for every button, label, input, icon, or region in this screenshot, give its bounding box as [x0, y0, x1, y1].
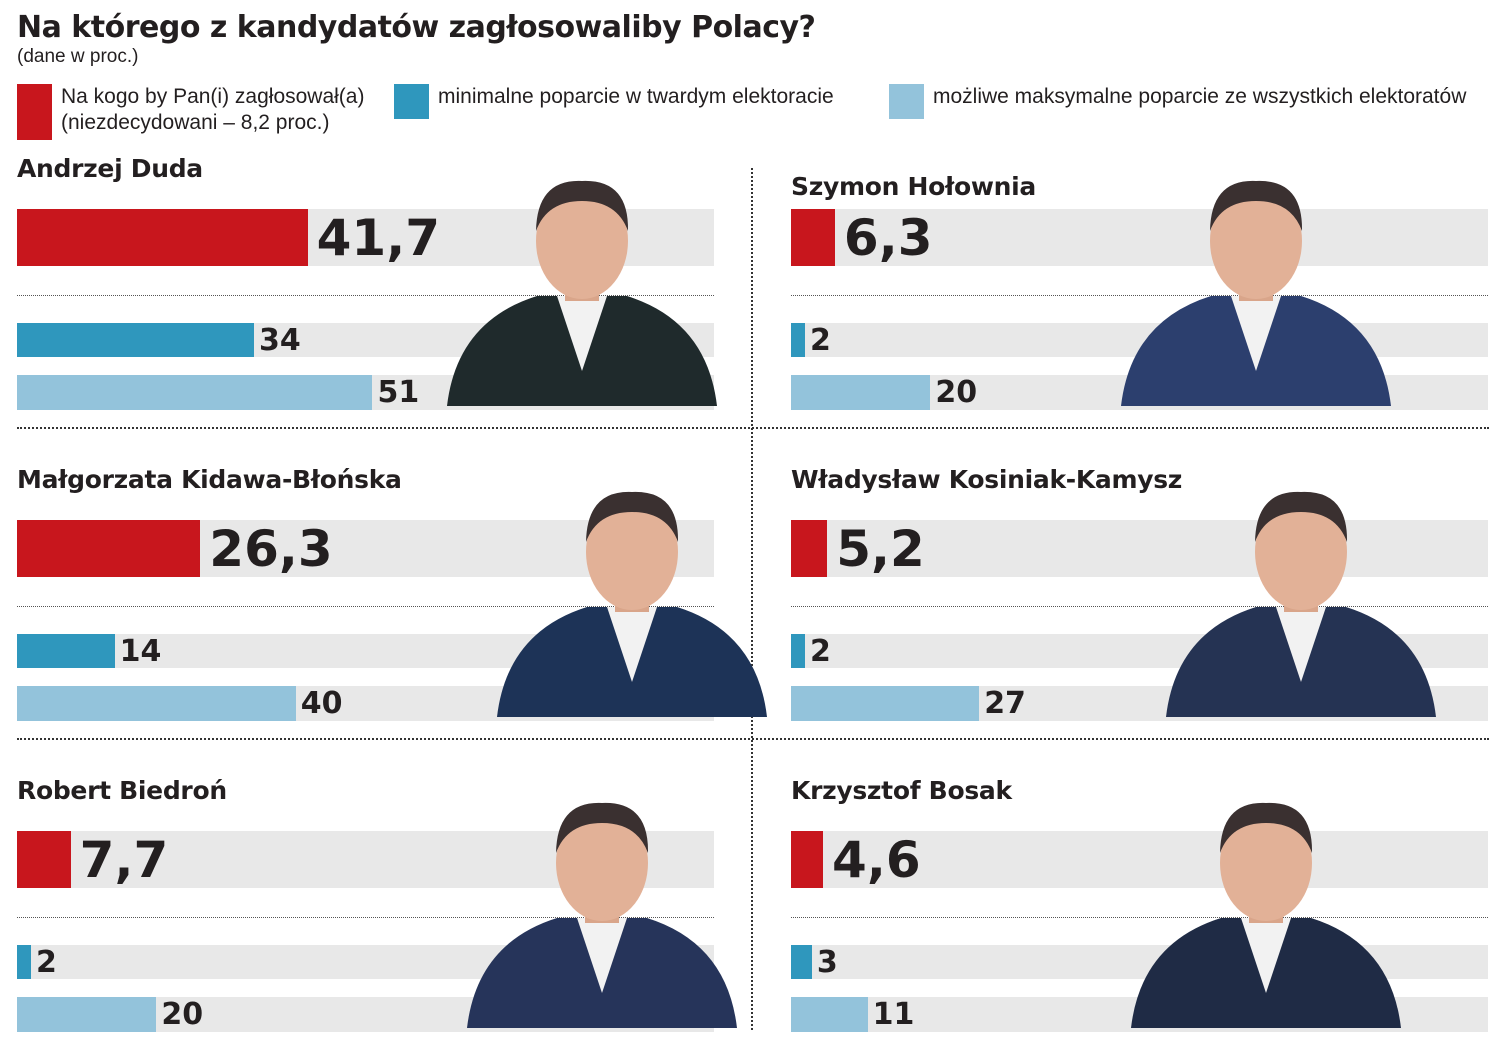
legend-label: Na kogo by Pan(i) zagłosował(a) [61, 85, 365, 108]
vote-track: 4,6 [791, 830, 1488, 889]
legend-item-min: minimalne poparcie w twardym elektoracie [394, 84, 834, 119]
min-support-bar [17, 634, 115, 668]
vote-bar [791, 520, 828, 577]
legend-label: minimalne poparcie w twardym elektoracie [438, 85, 834, 108]
min-support-value-label: 34 [258, 322, 301, 358]
min-support-bar [791, 945, 812, 979]
min-support-value-label: 2 [809, 322, 831, 358]
candidate-name: Władysław Kosiniak-Kamysz [791, 465, 1183, 494]
candidate-photo [487, 482, 777, 721]
max-support-bar [17, 997, 157, 1032]
candidate-panel: Robert Biedroń 7,7 2 20 [17, 772, 737, 1034]
bar-divider [791, 917, 1488, 918]
legend-item-vote: Na kogo by Pan(i) zagłosował(a) (niezdec… [17, 84, 364, 140]
bar-divider [791, 606, 1488, 607]
min-support-value-label: 14 [119, 633, 162, 669]
candidate-panel: Krzysztof Bosak 4,6 3 11 [791, 772, 1488, 1034]
vote-track: 5,2 [791, 519, 1488, 578]
candidate-panel: Władysław Kosiniak-Kamysz 5,2 2 27 [791, 461, 1488, 723]
max-support-bar [791, 686, 980, 721]
min-support-value-label: 2 [809, 633, 831, 669]
candidate-name: Robert Biedroń [17, 776, 227, 805]
max-support-value-label: 51 [377, 375, 420, 410]
min-support-bar [17, 323, 254, 357]
max-support-bar [791, 997, 868, 1032]
vote-value-label: 5,2 [836, 519, 925, 578]
candidate-name: Szymon Hołownia [791, 172, 1036, 201]
vote-value-label: 4,6 [832, 830, 921, 889]
bar-divider [791, 295, 1488, 296]
vertical-divider [751, 168, 753, 1030]
candidate-photo [1111, 171, 1401, 410]
vote-value-label: 41,7 [316, 208, 441, 267]
max-support-bar [17, 686, 296, 721]
max-support-value-label: 20 [161, 997, 204, 1032]
chart-title: Na którego z kandydatów zagłosowaliby Po… [17, 10, 816, 45]
legend-swatch-red [17, 84, 52, 140]
candidate-panel: Szymon Hołownia 6,3 2 20 [791, 150, 1488, 412]
legend-label-note: (niezdecydowani – 8,2 proc.) [61, 111, 330, 134]
min-support-bar [17, 945, 31, 979]
legend-swatch-lightblue [889, 84, 924, 119]
min-support-value-label: 3 [816, 944, 838, 980]
candidate-name: Krzysztof Bosak [791, 776, 1012, 805]
vote-bar [791, 209, 835, 266]
candidate-photo [1156, 482, 1446, 721]
vote-value-label: 26,3 [209, 519, 333, 578]
row-divider [17, 738, 1489, 740]
row-divider [17, 427, 1489, 429]
vote-bar [17, 209, 308, 266]
vote-value-label: 6,3 [843, 208, 933, 267]
legend-label: możliwe maksymalne poparcie ze wszystkic… [933, 85, 1467, 108]
min-support-bar [791, 634, 805, 668]
vote-bar [791, 831, 824, 888]
max-support-value-label: 40 [300, 686, 343, 721]
max-support-value-label: 20 [935, 375, 978, 410]
chart-subtitle: (dane w proc.) [17, 46, 139, 67]
legend-text: Na kogo by Pan(i) zagłosował(a) (niezdec… [61, 84, 364, 136]
max-support-bar [791, 375, 931, 410]
max-support-value-label: 11 [872, 997, 915, 1032]
candidate-photo [1121, 793, 1411, 1032]
max-support-value-label: 27 [984, 686, 1026, 721]
vote-value-label: 7,7 [79, 830, 169, 889]
candidate-photo [457, 793, 747, 1032]
candidate-panel: Andrzej Duda 41,7 34 51 [17, 150, 717, 412]
min-support-value-label: 2 [35, 944, 57, 980]
vote-bar [17, 831, 71, 888]
legend-swatch-blue [394, 84, 429, 119]
bar-divider [17, 606, 714, 607]
bar-divider [17, 917, 714, 918]
min-support-bar [791, 323, 805, 357]
max-support-bar [17, 375, 373, 410]
legend-item-max: możliwe maksymalne poparcie ze wszystkic… [889, 84, 1466, 119]
candidate-photo [437, 171, 727, 410]
candidate-panel: Małgorzata Kidawa-Błońska 26,3 14 40 [17, 461, 767, 723]
bar-divider [17, 295, 714, 296]
candidate-name: Andrzej Duda [17, 154, 203, 183]
candidate-name: Małgorzata Kidawa-Błońska [17, 465, 402, 494]
vote-bar [17, 520, 201, 577]
vote-track: 6,3 [791, 208, 1488, 267]
